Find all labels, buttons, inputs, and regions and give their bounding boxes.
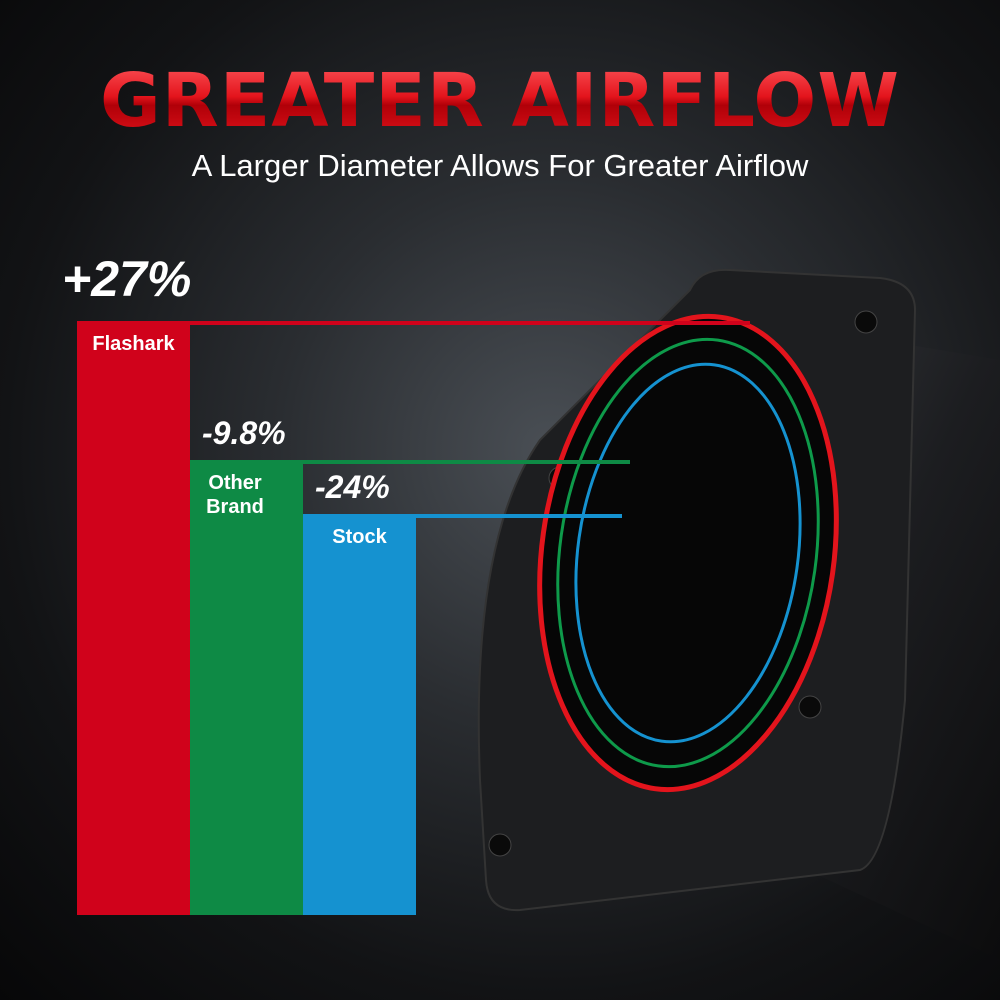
page-subtitle: A Larger Diameter Allows For Greater Air…: [191, 148, 809, 183]
data-label-other-brand: -9.8%: [202, 415, 286, 452]
bar-stock: Stock: [303, 514, 416, 915]
page-title: GREATER AIRFLOW: [0, 58, 1000, 144]
ref-line-other-brand: [190, 460, 630, 465]
bar-label: Flashark: [92, 332, 175, 355]
stock-ring: [574, 362, 802, 744]
flashark-ring: [537, 313, 839, 793]
data-label-flashark: +27%: [62, 250, 192, 307]
bar-label: Stock: [332, 525, 387, 548]
ref-line-flashark: [77, 320, 750, 325]
other-brand-ring: [556, 337, 820, 769]
bar-flashark: Flashark: [77, 321, 190, 915]
ref-line-stock: [303, 513, 622, 518]
bar-label: Other Brand: [206, 472, 264, 519]
bar-other-brand: Other Brand: [190, 461, 303, 915]
data-label-stock: -24%: [315, 468, 390, 505]
